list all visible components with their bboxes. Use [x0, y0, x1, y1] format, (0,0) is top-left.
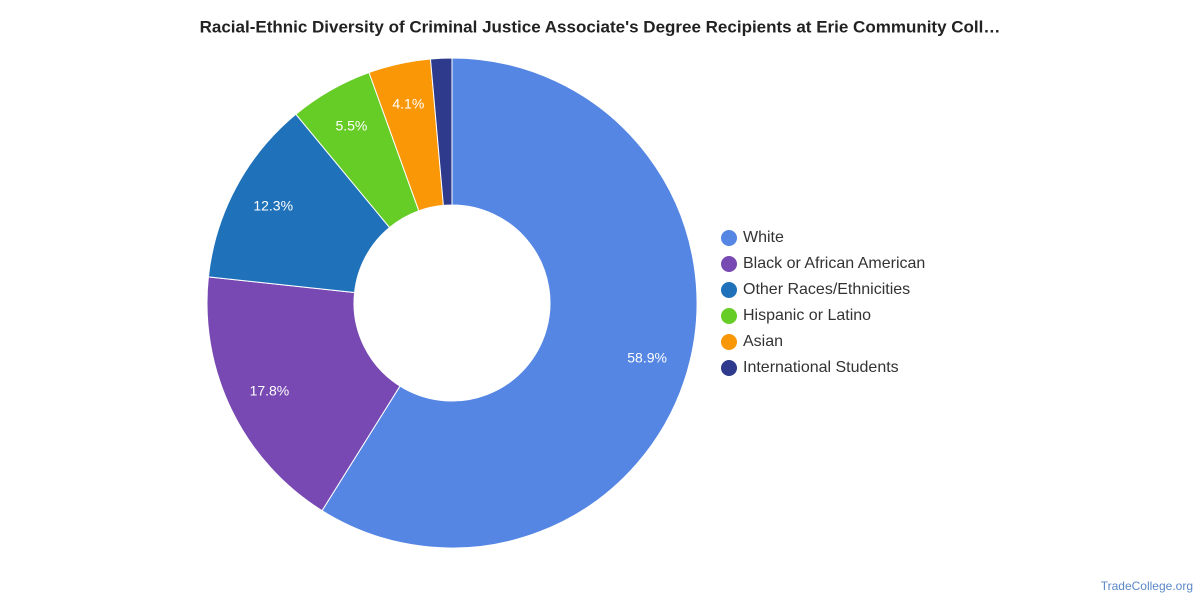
- donut-slice: [207, 113, 391, 294]
- legend-label: Asian: [743, 333, 783, 350]
- legend-marker: [721, 334, 737, 350]
- legend-label: Hispanic or Latino: [743, 307, 871, 324]
- legend-label: International Students: [743, 359, 899, 376]
- legend-marker: [721, 256, 737, 272]
- legend-marker: [721, 308, 737, 324]
- data-label: 17.8%: [250, 382, 290, 398]
- watermark: TradeCollege.org: [1101, 579, 1193, 593]
- data-label: 4.1%: [392, 95, 424, 111]
- legend-label: Other Races/Ethnicities: [743, 281, 910, 298]
- legend-label: White: [743, 229, 784, 246]
- data-label: 12.3%: [253, 198, 293, 214]
- donut-slice: [321, 57, 698, 549]
- legend-marker: [721, 230, 737, 246]
- legend-label: Black or African American: [743, 255, 925, 272]
- chart-title: Racial-Ethnic Diversity of Criminal Just…: [200, 17, 1001, 36]
- donut-slice: [206, 276, 401, 512]
- legend-marker: [721, 360, 737, 376]
- legend-marker: [721, 282, 737, 298]
- data-label: 58.9%: [627, 350, 667, 366]
- donut-slice: [429, 57, 453, 206]
- data-label: 5.5%: [335, 117, 367, 133]
